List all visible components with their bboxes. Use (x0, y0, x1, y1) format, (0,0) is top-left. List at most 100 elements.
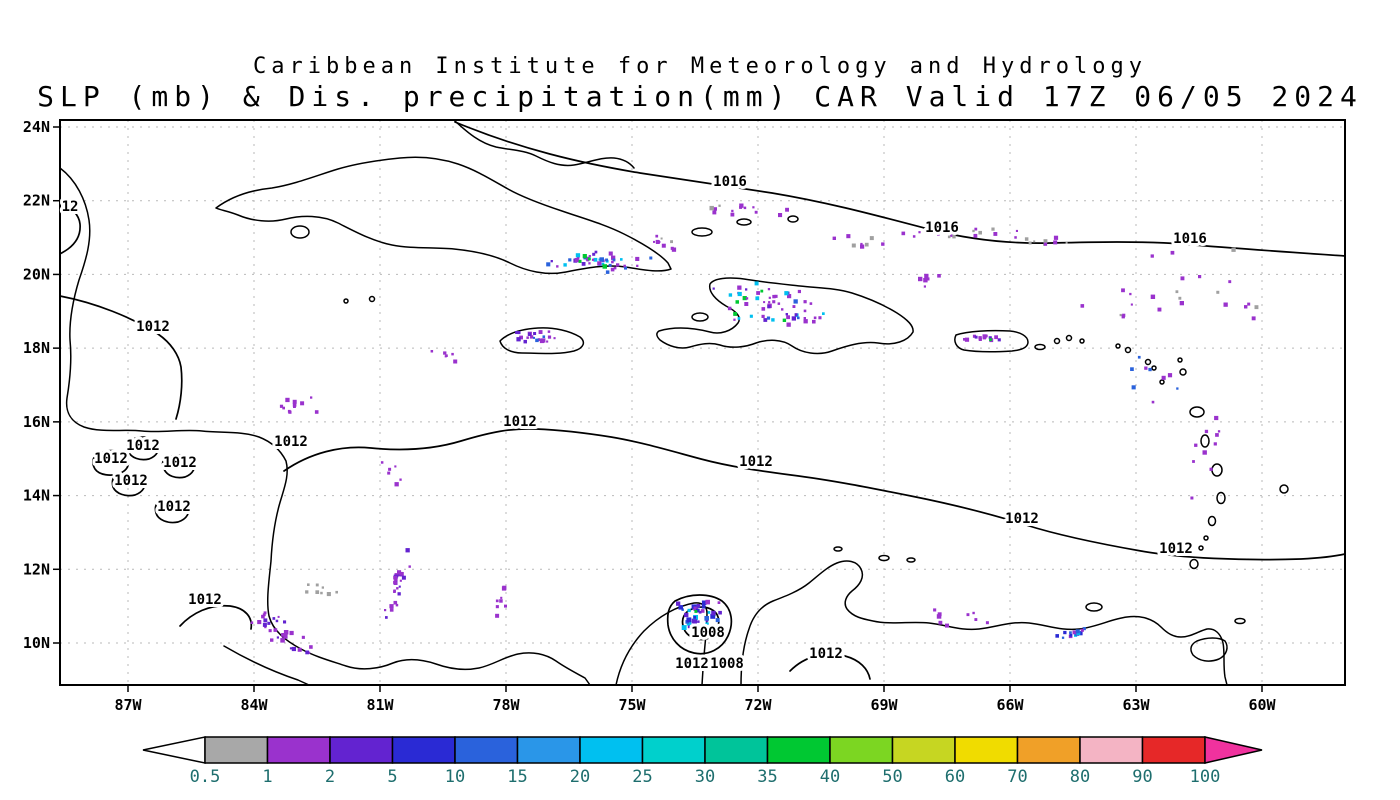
precip-cell (1137, 355, 1141, 359)
precip-cell (1072, 630, 1077, 635)
precip-cell (1065, 241, 1068, 244)
precip-cell (938, 620, 943, 625)
y-tick-label: 18N (23, 339, 50, 357)
x-tick-label: 84W (240, 696, 268, 714)
precip-cell (305, 650, 310, 655)
precip-cell (822, 312, 825, 315)
precip-cell (860, 244, 865, 249)
coast-barbados (1279, 484, 1289, 494)
isobar-label: 1012 (809, 646, 843, 662)
colorbar-segment (454, 736, 519, 764)
precip-cell (974, 335, 978, 339)
precip-cell (586, 258, 590, 262)
isobar-contours (59, 121, 1346, 680)
precip-cell (389, 608, 394, 612)
colorbar-label: 15 (507, 767, 527, 787)
precip-cell (881, 242, 885, 246)
precip-cell (760, 289, 764, 293)
isobar-label: 1012 (126, 438, 160, 454)
precip-cell (772, 294, 776, 299)
map-frame (59, 119, 1346, 686)
y-tick-label: 12N (23, 560, 50, 578)
coast-virgin-islands-2 (1065, 334, 1073, 342)
precip-cell (687, 624, 692, 629)
precip-cell (408, 565, 411, 568)
precip-cell (1130, 367, 1134, 371)
precip-cell (767, 305, 771, 309)
precip-cell (281, 633, 285, 637)
coast-anguilla (1115, 343, 1121, 349)
colorbar-segment (1141, 736, 1206, 764)
precip-cell (653, 240, 655, 243)
y-tick-label: 22N (23, 192, 50, 210)
precip-cell (794, 313, 798, 317)
coast-antigua (1179, 368, 1187, 376)
isobar-1012-main (283, 428, 1346, 561)
precip-cell (288, 410, 292, 414)
precip-cell (869, 236, 874, 241)
precip-cell (684, 612, 689, 618)
precip-cell (605, 258, 608, 262)
precip-cell (696, 627, 699, 631)
colorbar-label: 70 (1007, 767, 1027, 787)
precip-cell (678, 605, 683, 610)
precip-cell (681, 625, 687, 630)
precip-cell (1194, 443, 1198, 447)
isobar-label: 1012 (1005, 511, 1039, 527)
precip-cell (745, 297, 749, 300)
isobar-label: 1016 (713, 174, 747, 190)
precip-cell (1202, 450, 1207, 455)
precip-cell (670, 240, 673, 244)
precip-cell (445, 354, 448, 357)
precip-cell (541, 338, 546, 343)
precip-cell (501, 586, 507, 591)
precip-cell (735, 300, 739, 304)
isobar-1012-venezuela (789, 653, 871, 680)
axis-ticks: 87W 84W 81W 78W 75W 72W 69W 66W 63W 60W 24N 22N 20N 1… (23, 118, 1277, 714)
precip-cell (832, 236, 836, 240)
precip-cell (761, 307, 766, 311)
precip-cell (697, 620, 700, 623)
precip-cell (686, 617, 692, 623)
precip-cell (936, 614, 942, 619)
precip-cell (576, 257, 580, 260)
coast-gonave (691, 312, 709, 322)
precip-cell (553, 337, 556, 340)
precip-cell (546, 262, 551, 267)
precip-cell (388, 467, 392, 471)
precip-cell (1231, 247, 1236, 252)
precip-cell (556, 265, 559, 268)
precip-cell (270, 638, 274, 642)
precip-cell (394, 577, 398, 582)
precip-cell (717, 601, 721, 604)
precip-cell (923, 278, 928, 283)
precip-cell (901, 231, 906, 236)
precip-cell (649, 256, 653, 260)
precip-cell (709, 205, 714, 211)
colorbar-segment (1016, 736, 1081, 764)
precip-cell (326, 592, 331, 597)
precip-cell (768, 296, 771, 299)
precip-cell (612, 258, 616, 262)
coast-guadeloupe (1189, 406, 1205, 418)
precip-cell (713, 207, 717, 211)
precip-cell (754, 210, 758, 214)
colorbar-segment (641, 736, 706, 764)
precip-cell (937, 232, 940, 236)
precip-cell (263, 618, 268, 623)
x-tick-label: 75W (618, 696, 646, 714)
colorbar-right-arrow (1204, 736, 1263, 764)
precip-cell (812, 319, 816, 324)
precip-cell (599, 257, 604, 262)
colorbar-label: 1 (262, 767, 272, 787)
precip-cell (991, 227, 995, 231)
precip-cell (786, 322, 791, 327)
colorbar-segment (704, 736, 769, 764)
precip-cell (1247, 302, 1251, 306)
precip-cell (1180, 276, 1185, 281)
precip-cell (860, 242, 863, 246)
precip-cell (791, 316, 796, 321)
colorbar-segment (204, 736, 269, 764)
precip-cell (1150, 294, 1156, 299)
precip-cell (393, 600, 398, 605)
